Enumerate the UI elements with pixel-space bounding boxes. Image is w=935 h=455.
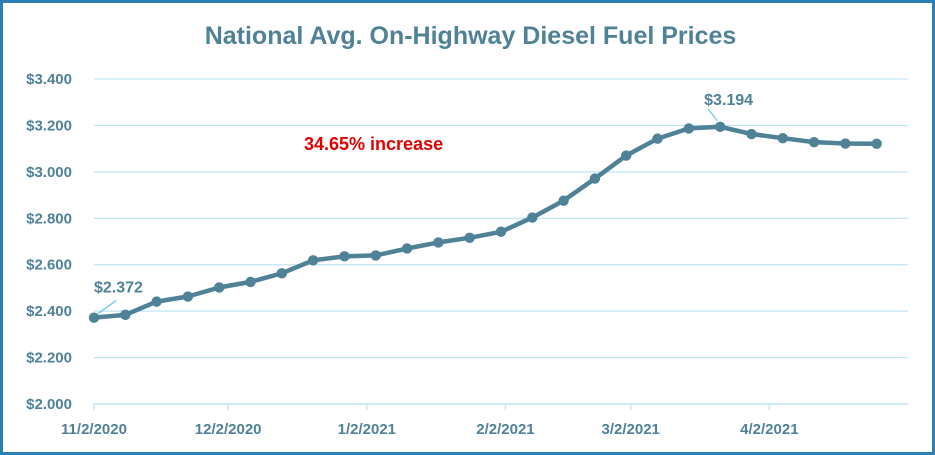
data-point [339, 251, 350, 262]
start-leader-line [97, 300, 117, 315]
y-tick-label: $2.000 [26, 396, 72, 413]
increase-annotation: 34.65% increase [304, 134, 443, 154]
data-point [652, 133, 663, 144]
x-tick-label: 2/2/2021 [476, 421, 534, 438]
data-point [558, 195, 569, 206]
x-tick-label: 12/2/2020 [195, 421, 262, 438]
gridlines [94, 78, 908, 359]
data-points [88, 121, 882, 323]
data-point [621, 150, 632, 161]
data-point [182, 291, 194, 302]
x-tick-label: 4/2/2021 [740, 421, 798, 438]
data-point [307, 255, 319, 266]
y-axis-ticks: $2.000 $2.200 $2.400 $2.600 $2.800 $3.000 $3.2… [26, 71, 72, 413]
x-tick-label: 3/2/2021 [602, 421, 660, 438]
data-point [714, 121, 726, 133]
y-tick-label: $3.400 [26, 71, 72, 88]
y-tick-label: $2.800 [26, 210, 72, 227]
y-tick-label: $2.200 [26, 350, 72, 367]
chart-title: National Avg. On-Highway Diesel Fuel Pri… [204, 22, 737, 50]
data-point [495, 226, 507, 237]
data-point [840, 138, 851, 149]
x-tick-label: 1/2/2021 [338, 421, 396, 438]
data-point [871, 138, 882, 149]
data-point [370, 250, 381, 261]
annotations: $2.372 $3.194 34.65% increase [94, 92, 753, 315]
y-tick-label: $2.400 [26, 303, 72, 320]
x-tick-label: 11/2/2020 [61, 421, 127, 438]
data-point [120, 309, 131, 321]
data-point [276, 268, 288, 279]
data-point [777, 132, 788, 144]
y-tick-label: $3.200 [26, 117, 72, 134]
data-point [245, 276, 256, 288]
data-point [151, 296, 162, 307]
data-point [464, 232, 475, 243]
peak-leader-line [707, 108, 718, 122]
x-axis-ticks: 11/2/2020 12/2/2020 1/2/2021 2/2/2021 3/2/20… [61, 404, 799, 438]
y-tick-label: $2.600 [26, 257, 72, 274]
data-point [401, 243, 413, 254]
data-point [527, 212, 538, 223]
start-value-label: $2.372 [94, 280, 143, 297]
y-tick-label: $3.000 [26, 164, 72, 181]
peak-value-label: $3.194 [704, 92, 753, 109]
data-point [808, 136, 820, 148]
data-point [683, 123, 695, 134]
data-point [746, 128, 757, 140]
data-point [214, 282, 225, 293]
series-line [91, 124, 879, 320]
data-point [433, 237, 444, 248]
data-point [589, 173, 601, 184]
data-point [88, 312, 100, 323]
